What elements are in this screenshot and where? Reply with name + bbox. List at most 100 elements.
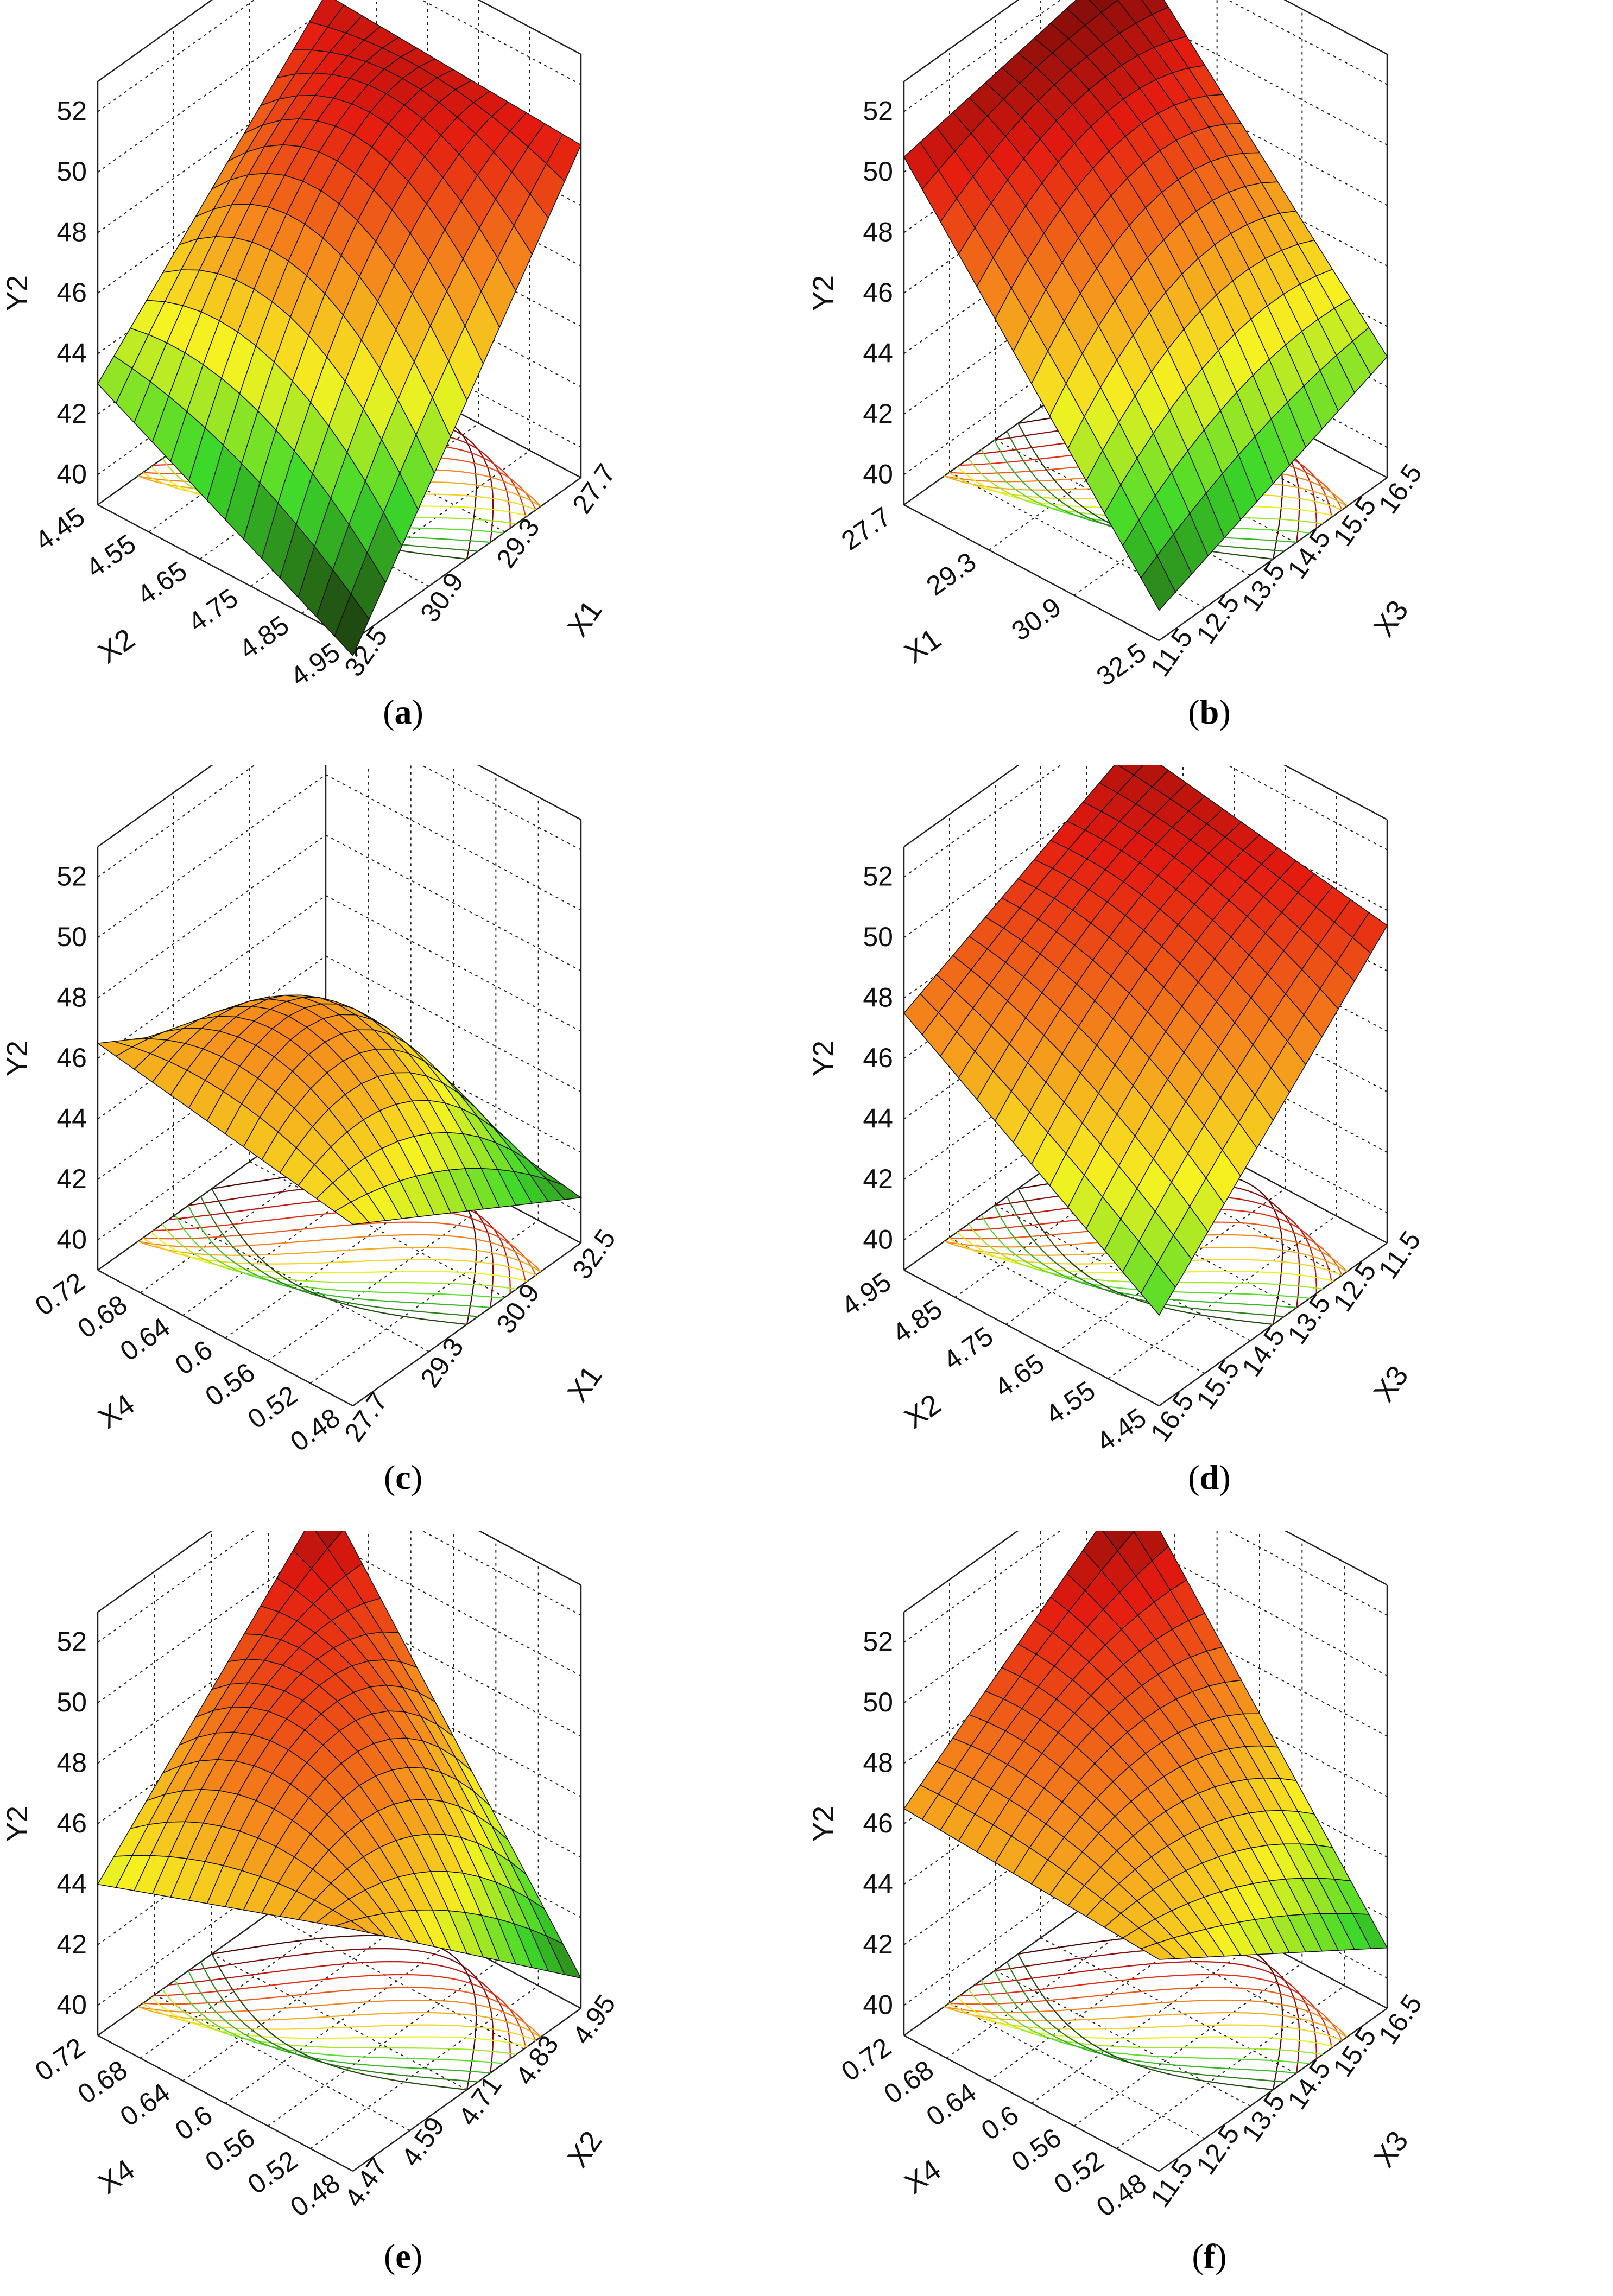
right-axis-tick-label: 4.71 (452, 2070, 508, 2131)
caption-c: (c) (383, 1458, 423, 1496)
panel-b: 40 42 44 46 48 50 52 Y2 27.7 29.3 30.9 32.5 X1 11.5 12… (806, 0, 1612, 765)
contour-line (200, 1961, 478, 2083)
surface-chart-e: 40424446485052Y20.720.680.640.60.560.520… (1, 1531, 622, 2223)
surface-patch (334, 1201, 370, 1225)
panel-e: 40 42 44 46 48 50 52 Y2 0.72 0.68 0.64 0.6 0.56 0.52 0… (0, 1531, 806, 2296)
z-tick-label: 42 (863, 1164, 893, 1194)
contour-line (968, 1989, 1323, 2056)
surface-chart-d: 40 42 44 46 48 50 52 Y2 4.954.854.754.654.554.45… (807, 765, 1427, 1457)
contour-line (143, 1987, 536, 2041)
z-tick-label: 48 (56, 982, 87, 1013)
z-tick-label: 50 (56, 922, 87, 952)
contour-line (142, 1237, 536, 1276)
right-axis-label: X3 (1368, 594, 1415, 643)
z-tick-label: 44 (863, 338, 893, 368)
z-tick-label: 40 (863, 1989, 893, 2020)
left-axis-tick-label: 4.65 (989, 1348, 1049, 1403)
surface-patch (334, 593, 370, 657)
z-tick-label: 52 (56, 1627, 87, 1657)
z-tick-label: 40 (56, 1989, 87, 2020)
floor-contours-f (944, 1935, 1348, 2091)
contour-line (975, 1961, 1317, 2059)
z-tick-label: 42 (56, 398, 87, 429)
z-tick-label: 40 (56, 1224, 87, 1254)
contour-line (1017, 1953, 1274, 2091)
z-tick-label: 50 (863, 922, 893, 952)
z-tick-label: 44 (56, 338, 87, 368)
contour-line (162, 1989, 517, 2056)
contour-line (150, 1231, 528, 1282)
contour-line (168, 1961, 511, 2059)
contour-line (143, 1221, 536, 1276)
z-tick-label: 46 (863, 277, 893, 308)
z-tick-label: 40 (56, 459, 87, 489)
z-tick-label: 48 (863, 982, 893, 1013)
z-tick-label: 48 (863, 217, 893, 248)
surface-chart-a: 40 42 44 46 48 50 52 Y2 4.454.554.654.754.854.95… (1, 0, 622, 692)
surface-mesh-b (903, 0, 1388, 611)
surface-mesh-d (903, 765, 1388, 1316)
z-tick-label: 52 (56, 96, 87, 126)
surface-mesh-c (96, 994, 583, 1225)
z-tick-label: 42 (863, 398, 893, 429)
caption-b: (b) (1188, 693, 1231, 731)
caption-a: (a) (383, 693, 423, 731)
z-tick-label: 46 (56, 277, 87, 308)
z-tick-label: 44 (56, 1868, 87, 1899)
left-axis-tick-label: 4.75 (182, 582, 243, 638)
right-axis-label: X3 (1368, 1360, 1415, 1408)
surface-mesh-e (97, 1531, 582, 1979)
z-tick-label: 44 (56, 1103, 87, 1133)
z-axis-label: Y2 (807, 275, 840, 311)
left-axis-tick-label: 30.9 (1006, 592, 1067, 647)
contour-line (162, 1223, 517, 1290)
right-axis-tick-label: 30.9 (414, 567, 470, 627)
right-axis-tick-label: 27.7 (566, 458, 622, 519)
contour-line (1006, 1961, 1285, 2083)
surface-chart-f: 40424446485052Y20.720.680.640.60.560.520… (807, 1531, 1428, 2223)
z-tick-label: 42 (56, 1164, 87, 1194)
contour-line (1017, 1188, 1274, 1325)
left-axis-label: X1 (899, 623, 947, 670)
left-axis-label: X4 (92, 1388, 141, 1435)
contour-line (153, 1208, 527, 1283)
right-axis-tick-label: 27.7 (338, 1386, 394, 1447)
panel-f: 40 42 44 46 48 50 52 Y2 0.72 0.68 0.64 0.6 0.56 0.52 0… (806, 1531, 1612, 2296)
z-tick-label: 44 (863, 1868, 893, 1899)
left-axis-label: X4 (899, 2153, 947, 2200)
z-tick-label: 50 (863, 1687, 893, 1717)
z-axis-label: Y2 (1, 1041, 34, 1076)
left-axis-tick-label: 4.55 (1040, 1375, 1100, 1430)
contour-line (153, 1974, 527, 2048)
left-axis-tick-label: 4.85 (887, 1293, 947, 1349)
contour-line (948, 2002, 1343, 2041)
contour-line (949, 1987, 1343, 2041)
contour-line (211, 1953, 467, 2091)
z-tick-label: 48 (863, 1748, 893, 1778)
z-tick-label: 50 (56, 156, 87, 187)
left-axis-tick-label: 4.45 (1091, 1402, 1152, 1457)
contour-line (137, 1234, 541, 1272)
z-tick-label: 46 (56, 1808, 87, 1838)
contour-line (137, 1999, 541, 2038)
contour-line (150, 1996, 528, 2047)
z-tick-label: 52 (863, 861, 893, 892)
contour-line (944, 1999, 1348, 2038)
contour-line (957, 1996, 1334, 2047)
contour-line (994, 1970, 1297, 2074)
z-tick-label: 46 (56, 1043, 87, 1073)
z-tick-label: 50 (863, 156, 893, 187)
caption-e: (e) (383, 2237, 423, 2275)
contour-line (211, 1188, 467, 1325)
right-axis-label: X3 (1368, 2125, 1415, 2173)
floor-contours-e (137, 1935, 541, 2091)
right-axis-label: X2 (561, 2125, 609, 2173)
surface-patch (1140, 1263, 1176, 1316)
right-axis-tick-label: 4.83 (509, 2029, 565, 2090)
contour-line (957, 1231, 1334, 1282)
z-tick-label: 44 (863, 1103, 893, 1133)
z-axis-label: Y2 (807, 1806, 840, 1842)
right-axis-tick-label: 4.95 (566, 1989, 622, 2050)
left-axis-tick-label: 0.6 (169, 1334, 218, 1381)
